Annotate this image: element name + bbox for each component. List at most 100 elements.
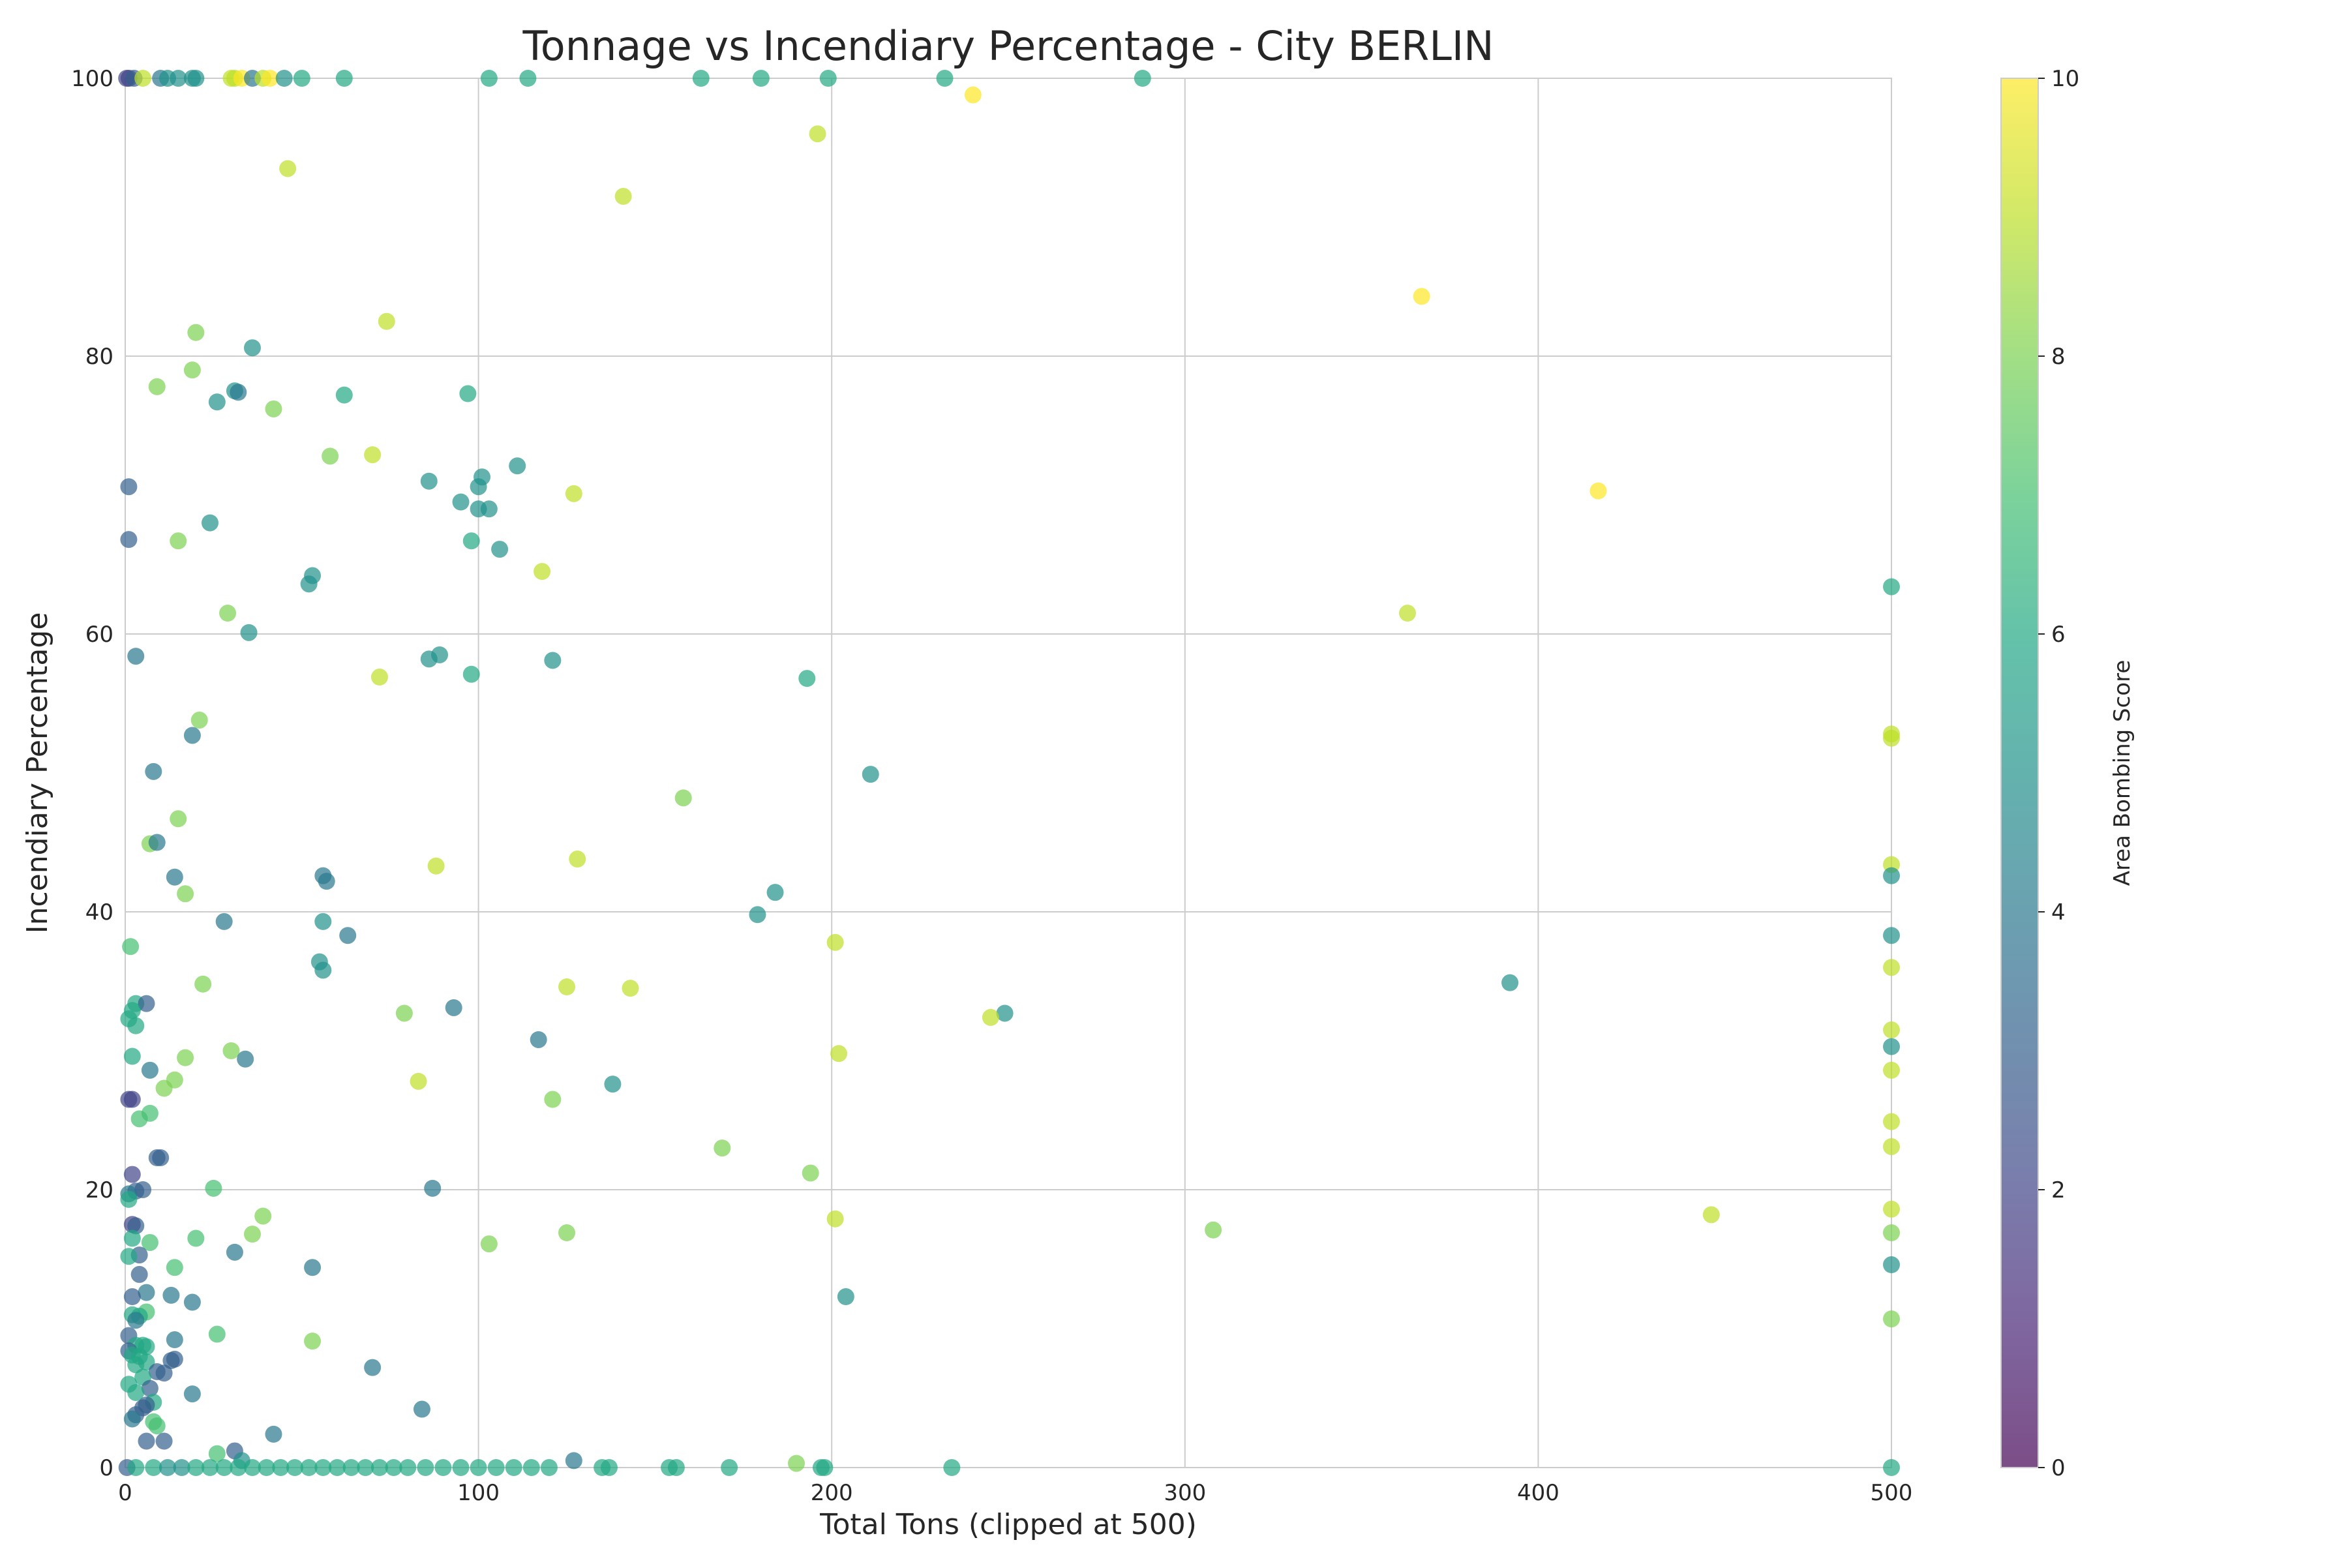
data-point <box>138 995 155 1012</box>
data-point <box>177 1049 194 1066</box>
data-point <box>275 70 293 87</box>
data-point <box>155 1364 173 1382</box>
data-point <box>155 1432 173 1450</box>
data-point <box>123 1229 141 1247</box>
data-point <box>243 339 261 357</box>
y-axis-label: Incendiary Percentage <box>21 612 54 934</box>
data-point <box>208 1325 226 1343</box>
data-point <box>258 1459 275 1476</box>
data-point <box>491 541 509 558</box>
data-point <box>445 999 462 1016</box>
data-point <box>1883 959 1900 976</box>
data-point <box>166 868 183 886</box>
data-point <box>141 1380 158 1397</box>
data-point <box>243 1226 261 1243</box>
data-point <box>127 648 145 665</box>
data-point <box>286 1459 303 1476</box>
colorbar-tick-label: 10 <box>2051 66 2079 92</box>
data-point <box>470 1459 487 1476</box>
data-point <box>410 1072 427 1090</box>
data-point <box>816 1459 834 1476</box>
data-point <box>190 712 208 729</box>
data-point <box>183 727 201 744</box>
data-point <box>452 493 470 511</box>
data-point <box>138 1284 155 1301</box>
data-point <box>964 86 982 104</box>
data-point <box>370 1459 388 1476</box>
data-point <box>1501 974 1519 991</box>
grid-lines <box>125 78 1892 1468</box>
data-point <box>413 1400 430 1418</box>
data-point <box>222 1042 240 1059</box>
data-point <box>809 125 826 143</box>
colorbar-tick-label: 6 <box>2051 622 2066 648</box>
data-point <box>1883 729 1900 747</box>
data-point <box>201 514 218 532</box>
data-point <box>721 1459 738 1476</box>
data-point <box>314 912 332 930</box>
data-point <box>183 1385 201 1403</box>
data-point <box>187 70 205 87</box>
data-point <box>399 1459 417 1476</box>
data-point <box>342 1459 360 1476</box>
data-point <box>462 532 480 550</box>
data-point <box>148 1417 166 1435</box>
data-point <box>219 605 237 622</box>
data-point <box>208 393 226 411</box>
data-point <box>1883 1061 1900 1079</box>
data-point <box>558 978 575 996</box>
data-point <box>205 1179 222 1197</box>
data-point <box>1399 605 1417 622</box>
data-point <box>322 447 339 465</box>
data-point <box>395 1004 413 1022</box>
colorbar-tick-label: 8 <box>2051 344 2066 370</box>
data-point <box>357 1459 374 1476</box>
data-point <box>1883 578 1900 596</box>
data-point <box>335 70 353 87</box>
data-point <box>749 906 766 924</box>
data-point <box>293 70 310 87</box>
data-point <box>272 1459 290 1476</box>
data-point <box>226 1243 243 1261</box>
data-point <box>1883 1459 1900 1476</box>
data-point <box>138 1432 155 1450</box>
x-tick-label: 400 <box>1517 1480 1559 1506</box>
data-point <box>427 857 445 875</box>
data-point <box>614 188 632 205</box>
data-point <box>127 1383 145 1401</box>
data-point <box>145 762 162 780</box>
data-point <box>1883 1200 1900 1218</box>
data-point <box>459 385 477 402</box>
data-point <box>145 1459 162 1476</box>
data-point <box>480 500 498 518</box>
data-point <box>1883 1224 1900 1242</box>
y-tick-label: 100 <box>71 66 113 92</box>
data-point <box>123 1091 141 1108</box>
y-axis-ticks: 0 20 40 60 80 100 <box>71 66 113 1481</box>
y-tick-label: 40 <box>85 899 113 926</box>
data-point <box>187 1229 205 1247</box>
data-point <box>237 1050 254 1068</box>
data-point <box>162 1286 180 1304</box>
data-point <box>1883 1310 1900 1328</box>
chart-title: Tonnage vs Incendiary Percentage - City … <box>522 22 1494 70</box>
data-point <box>120 531 138 549</box>
data-point <box>123 1288 141 1306</box>
data-point <box>798 670 816 687</box>
colorbar-ticks: 0 2 4 6 8 10 <box>2038 66 2079 1481</box>
data-point <box>509 457 526 475</box>
data-point <box>544 652 562 669</box>
x-axis-label: Total Tons (clipped at 500) <box>819 1508 1197 1541</box>
x-tick-label: 500 <box>1871 1480 1913 1506</box>
data-point <box>300 1459 318 1476</box>
colorbar <box>2000 78 2039 1468</box>
data-point <box>544 1091 562 1108</box>
data-point <box>530 1031 547 1048</box>
plot-frame <box>125 78 1892 1468</box>
data-point <box>982 1008 999 1026</box>
data-point <box>1883 1038 1900 1055</box>
data-point <box>826 933 844 951</box>
data-point <box>318 873 335 890</box>
data-point <box>1883 867 1900 884</box>
